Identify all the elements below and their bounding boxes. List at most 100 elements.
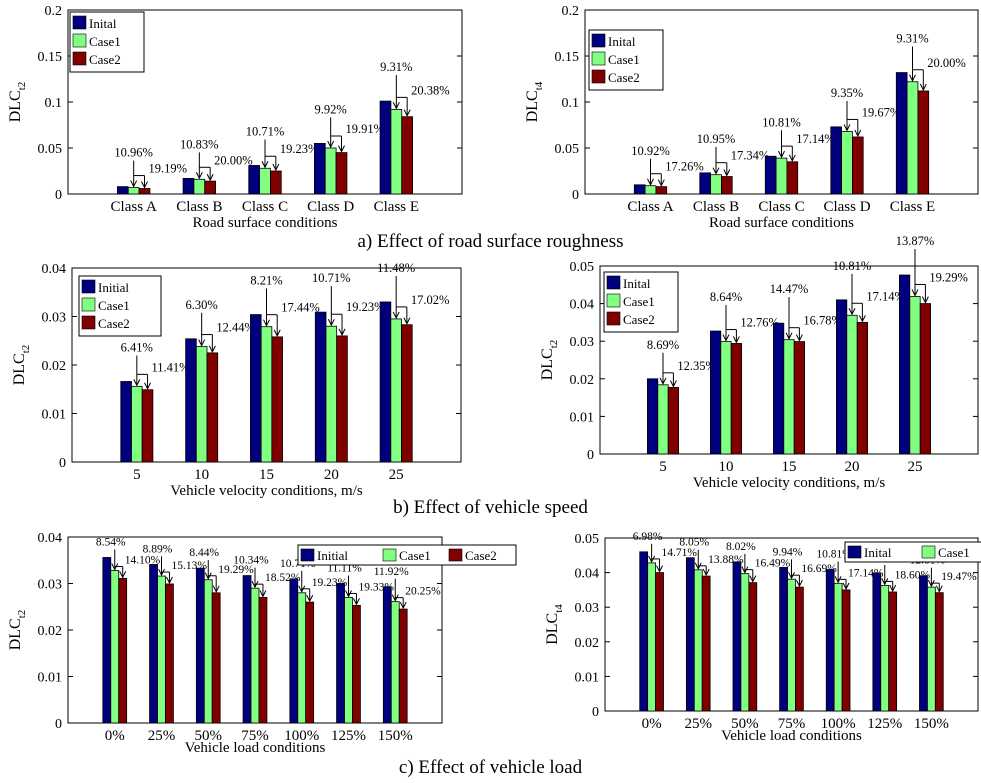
annotation-case1-percent: 8.54%	[96, 536, 126, 548]
annotation-case2-percent: 12.44%	[216, 321, 255, 335]
legend-label: Case1	[98, 298, 130, 313]
y-axis-label-subscript: t2	[20, 345, 32, 354]
legend-label: Case1	[938, 545, 970, 560]
y-tick-label: 0.03	[570, 335, 595, 350]
bar-initial	[830, 126, 842, 195]
y-axis-label-subscript: t2	[548, 340, 560, 349]
bar-case2	[917, 90, 930, 195]
bar-case1	[390, 108, 403, 195]
bar-initial	[710, 330, 722, 455]
annotation-case2-percent: 14.71%	[662, 547, 698, 559]
bar-initial	[836, 299, 848, 455]
y-tick-label: 0.2	[562, 4, 580, 19]
bar-initial	[899, 274, 911, 455]
annotation-arrowhead-case2	[842, 582, 850, 591]
annotation-arrowhead-case1	[204, 572, 212, 580]
annotation-case2-percent: 19.29%	[929, 270, 968, 284]
legend-swatch	[81, 315, 96, 330]
bar-case1	[260, 326, 273, 463]
bar-case2	[852, 136, 864, 195]
bar-initial	[185, 338, 197, 463]
bar-initial	[639, 551, 649, 712]
annotation-arrowhead-case2	[306, 594, 314, 603]
annotation-case1-percent: 10.34%	[233, 555, 269, 567]
bar-case2	[721, 176, 733, 195]
x-tick-label: Class A	[111, 199, 157, 215]
annotation-case2-percent: 17.26%	[665, 160, 704, 174]
x-tick-label: 100%	[821, 716, 856, 732]
bar-case2	[919, 303, 931, 455]
annotation-case2-percent: 19.47%	[941, 571, 977, 583]
annotation-arrowhead-case1	[298, 585, 306, 593]
x-tick-label: Class A	[627, 199, 673, 215]
annotation-arrowhead-case2	[353, 598, 360, 606]
annotation-case2-percent: 12.35%	[677, 359, 716, 373]
y-tick-label: 0	[59, 456, 66, 471]
y-axis-label: DLCt4	[544, 604, 565, 645]
x-tick-label: 5	[133, 467, 141, 483]
chart-panel-4: 0 0.01 0.02 0.03 0.04 0.05 DLCt2 5 8.69% 12.35% 10…	[539, 234, 979, 491]
annotation-case1-percent: 11.48%	[377, 261, 415, 275]
annotation-case1-percent: 9.31%	[896, 32, 928, 46]
annotation-case1-percent: 8.05%	[679, 537, 709, 549]
annotation-case1-percent: 8.64%	[710, 290, 742, 304]
y-tick-label: 0.02	[570, 373, 595, 388]
bar-case2	[271, 336, 283, 463]
x-tick-label: 20	[845, 459, 860, 475]
legend-label: Case2	[465, 548, 497, 563]
annotation-arrowhead-case2	[889, 584, 897, 593]
x-tick-label: Class B	[176, 199, 222, 215]
bar-initial	[314, 142, 326, 195]
annotation-case1-percent: 13.87%	[896, 234, 935, 248]
bar-initial	[825, 569, 835, 712]
bar-initial	[633, 184, 646, 195]
legend-label: Case2	[98, 316, 130, 331]
annotation-arrowhead-case1	[881, 578, 889, 586]
legend-swatch	[591, 69, 606, 84]
bar-case2	[786, 161, 799, 195]
annotation-arrowhead-case2	[669, 380, 677, 388]
x-tick-label: 10	[719, 459, 734, 475]
annotation-case2-percent: 19.23%	[280, 142, 319, 156]
y-tick-label: 0	[55, 717, 62, 732]
x-tick-label: 50%	[731, 716, 759, 732]
annotation-arrowhead-case2	[858, 315, 866, 323]
y-axis-label-subscript: t2	[16, 82, 28, 91]
y-tick-label: 0.01	[570, 410, 595, 425]
y-axis-label: DLCt2	[7, 610, 28, 651]
annotation-case2-percent: 17.14%	[796, 132, 835, 146]
annotation-case1-percent: 8.44%	[189, 547, 219, 559]
annotation-arrowhead-case1	[848, 308, 856, 316]
annotation-case1-percent: 10.96%	[114, 146, 153, 160]
y-tick-label: 0.01	[42, 408, 67, 423]
y-axis-label-subscript: t4	[553, 604, 565, 613]
legend-swatch	[72, 33, 87, 48]
y-tick-label: 0.01	[38, 671, 63, 686]
y-tick-label: 0.1	[45, 96, 63, 111]
annotation-arrowhead-case2	[795, 579, 803, 588]
y-tick-label: 0.04	[570, 298, 595, 313]
annotation-arrowhead-case2	[338, 145, 345, 153]
y-tick-label: 0.02	[42, 359, 67, 374]
chart-panel-2: 0 0.05 0.1 0.15 0.2 DLCt4 Class A 10.92% 17.26% C…	[524, 4, 979, 231]
x-tick-label: 15	[259, 467, 274, 483]
y-axis-label: DLCt2	[539, 340, 560, 381]
legend-label: Case1	[399, 548, 431, 563]
bar-initial	[647, 378, 659, 455]
bar-case1	[927, 586, 936, 712]
bar-case2	[211, 592, 221, 724]
annotation-case1-percent: 9.35%	[831, 86, 863, 100]
annotation-arrowhead-case1	[251, 580, 259, 589]
legend-swatch	[606, 311, 621, 326]
annotation-case2-percent: 16.49%	[755, 558, 791, 570]
annotation-case2-percent: 17.44%	[281, 301, 320, 315]
x-tick-label: 15	[782, 459, 797, 475]
bar-case2	[655, 186, 668, 195]
chart-panel-6: 0 0.01 0.02 0.03 0.04 0.05 DLCt4 0% 6.98% 14.71% 2…	[544, 531, 981, 744]
bar-case2	[335, 152, 348, 195]
legend-swatch	[591, 51, 606, 66]
annotation-arrowhead-case2	[403, 109, 411, 117]
annotation-case2-percent: 17.34%	[731, 149, 770, 163]
annotation-case2-percent: 11.41%	[152, 360, 190, 374]
annotation-arrowhead-case1	[198, 339, 206, 347]
